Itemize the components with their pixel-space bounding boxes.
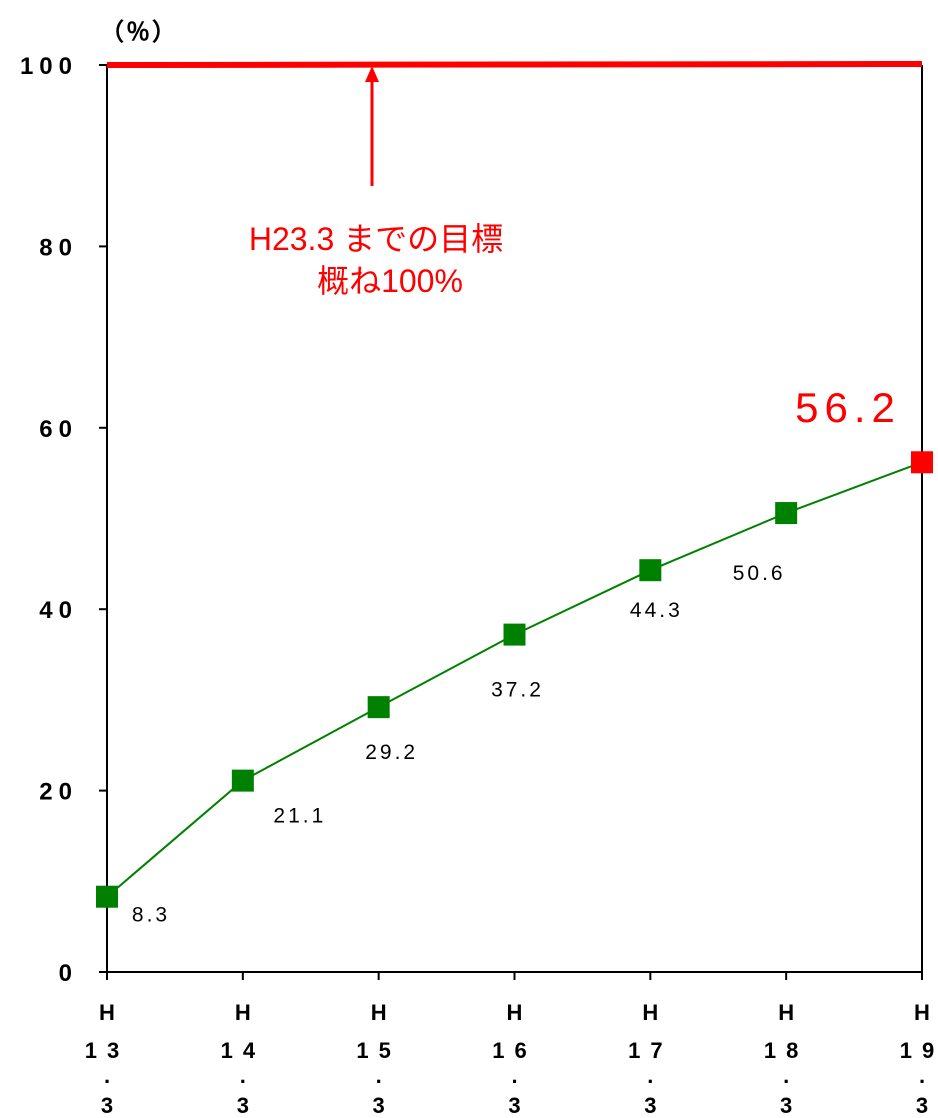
x-tick-label-part: 19 — [900, 1038, 938, 1063]
data-point-marker — [367, 696, 390, 719]
x-tick-label-part: . — [919, 1063, 925, 1088]
data-point-marker — [775, 502, 798, 525]
x-tick-label-part: . — [104, 1063, 110, 1088]
x-tick-label-part: 3 — [508, 1093, 520, 1118]
x-tick-label-part: H — [371, 1000, 387, 1025]
x-tick-label-part: H — [642, 1000, 658, 1025]
y-tick-label: 0 — [59, 960, 78, 987]
y-tick-labels: 0 20 40 60 80 100 — [20, 53, 107, 987]
highlight-point-marker — [911, 451, 933, 474]
y-tick-label: 40 — [39, 597, 78, 624]
y-tick-label: 20 — [39, 779, 78, 806]
x-tick-label-part: 3 — [373, 1093, 385, 1118]
x-tick-label-part: H — [914, 1000, 930, 1025]
target-annotation-line2: 概ね100% — [317, 263, 463, 299]
x-tick-label-part: . — [376, 1063, 382, 1088]
highlight-data-label: 56.2 — [795, 384, 901, 431]
target-line — [106, 61, 923, 68]
x-tick-label-part: 3 — [101, 1093, 113, 1118]
data-labels: 8.3 21.1 29.2 37.2 44.3 50.6 56.2 — [132, 384, 901, 927]
series-group — [96, 451, 933, 908]
data-label: 37.2 — [491, 679, 544, 702]
x-tick-label-part: H — [778, 1000, 794, 1025]
x-tick-label-part: 3 — [916, 1093, 928, 1118]
x-tick-label-part: 3 — [237, 1093, 249, 1118]
data-label: 44.3 — [630, 599, 683, 622]
x-tick-label-part: H — [99, 1000, 115, 1025]
x-tick-label-part: H — [507, 1000, 523, 1025]
y-tick-label: 60 — [39, 416, 78, 443]
y-tick-label: 80 — [39, 234, 78, 261]
x-tick-label-part: 14 — [221, 1038, 265, 1063]
x-tick-label-part: 15 — [356, 1038, 400, 1063]
y-axis-unit-label: （％） — [100, 19, 178, 46]
x-tick-label-part: H — [235, 1000, 251, 1025]
target-arrow-head — [365, 66, 379, 82]
x-tick-label-part: . — [511, 1063, 517, 1088]
data-point-marker — [96, 885, 118, 908]
x-tick-label-part: 3 — [780, 1093, 792, 1118]
x-tick-label-part: . — [783, 1063, 789, 1088]
data-label: 29.2 — [365, 741, 418, 764]
x-tick-label-part: 18 — [764, 1038, 808, 1063]
data-label: 8.3 — [132, 904, 170, 927]
chart-axes — [106, 65, 923, 973]
x-tick-labels: H 13. 3 H 14. 3 H 15. 3 H 16. 3 H 17. 3 H 18. 3 H 19. 3 — [85, 972, 938, 1118]
x-tick-label-part: . — [647, 1063, 653, 1088]
x-tick-label-part: 3 — [644, 1093, 656, 1118]
data-point-marker — [231, 769, 254, 792]
data-label: 21.1 — [273, 805, 326, 828]
x-tick-label-part: 17 — [628, 1038, 672, 1063]
data-point-marker — [639, 559, 662, 582]
y-tick-label: 100 — [20, 53, 78, 80]
data-label: 50.6 — [733, 562, 786, 585]
x-tick-label-part: 13 — [85, 1038, 129, 1063]
data-point-marker — [503, 623, 526, 646]
x-tick-label-part: . — [240, 1063, 246, 1088]
target-annotation-line1: H23.3 までの目標 — [249, 221, 503, 257]
x-tick-label-part: 16 — [492, 1038, 536, 1063]
